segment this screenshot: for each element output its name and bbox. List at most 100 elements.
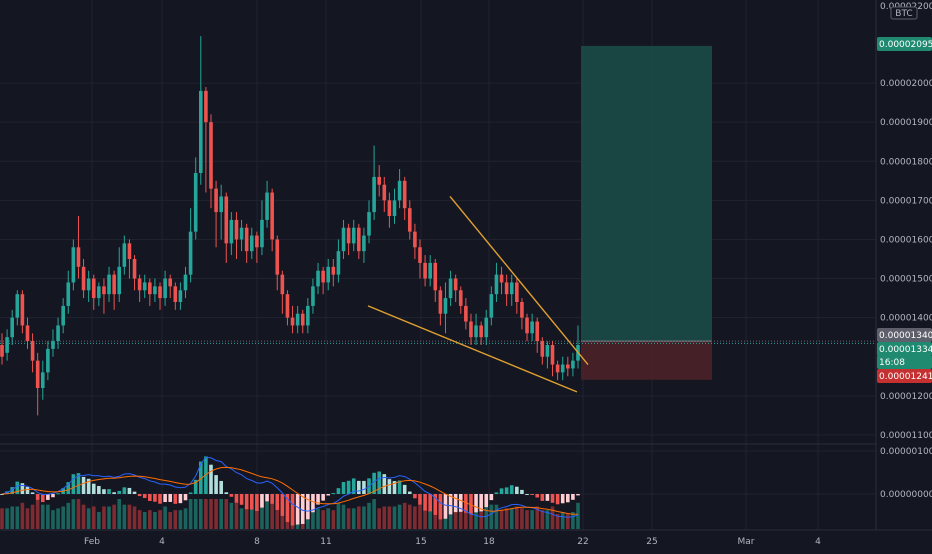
macd-histogram-bar <box>193 479 198 494</box>
volume-bar <box>479 512 483 529</box>
macd-histogram-bar <box>515 486 519 494</box>
candle-body <box>550 345 555 365</box>
volume-bar <box>453 510 458 529</box>
macd-histogram-bar <box>407 491 412 494</box>
candle-body <box>46 348 50 373</box>
time-axis[interactable]: Feb 4 8 11 15 18 22 25 Mar 4 <box>84 537 821 547</box>
macd-histogram-bar <box>489 494 494 501</box>
candle-body <box>255 235 259 248</box>
macd-histogram-bar <box>458 494 463 512</box>
candle-body <box>137 278 142 291</box>
macd-histogram-bar <box>0 494 4 495</box>
volume-bar <box>520 508 524 529</box>
grid-lines <box>0 0 876 530</box>
volume-bar <box>163 506 167 529</box>
macd-histogram-bar <box>428 494 432 512</box>
macd-histogram-bar <box>30 492 35 494</box>
volume-bar <box>448 506 453 529</box>
candle-body <box>443 298 448 314</box>
candle-body <box>418 247 422 263</box>
macd-line <box>1 456 579 518</box>
macd-histogram-bar <box>10 487 14 494</box>
volume-bar <box>40 504 45 529</box>
macd-histogram-bar <box>86 478 91 494</box>
macd-histogram-bar <box>127 487 132 494</box>
candle-body <box>509 282 514 295</box>
macd-histogram-bar <box>397 480 402 494</box>
volume-bar <box>504 508 509 529</box>
price-tag-label: 16:08 <box>879 358 905 368</box>
macd-histogram-bar <box>224 492 229 494</box>
macd-histogram-bar <box>260 494 264 508</box>
macd-histogram-bar <box>280 494 285 516</box>
macd-histogram-bar <box>464 494 468 513</box>
trendlines[interactable] <box>367 196 589 393</box>
volume-bar <box>30 504 35 529</box>
candle-body <box>494 274 499 295</box>
macd-histogram-bar <box>249 494 254 510</box>
candle-body <box>555 364 560 373</box>
macd-histogram-bar <box>469 494 473 515</box>
volume-bar <box>239 508 244 529</box>
price-tick-label: 0.00001200 <box>880 392 932 402</box>
macd-histogram-bar <box>183 494 188 501</box>
volume-bar <box>576 502 580 529</box>
macd-histogram-bar <box>509 485 514 494</box>
macd-histogram-bar <box>413 494 417 499</box>
candle-body <box>311 286 315 306</box>
candle-body <box>158 286 162 299</box>
price-tag <box>877 342 932 356</box>
volume-bar <box>249 508 254 529</box>
volume-bar <box>25 508 30 529</box>
candle-body <box>397 180 402 201</box>
candle-body <box>30 341 35 361</box>
macd-histogram-bar <box>117 490 122 494</box>
macd-histogram-bar <box>20 483 25 494</box>
macd-histogram-bar <box>35 494 40 500</box>
price-tags: 0.00002095 0.00001340 0.00001334 16:08 0.000… <box>877 37 932 383</box>
candle-body <box>402 180 407 209</box>
volume-bar <box>81 504 86 529</box>
volume-bar <box>346 508 351 529</box>
time-tick-label: 8 <box>254 537 260 547</box>
macd-histogram-bar <box>290 494 295 526</box>
candle-body <box>178 290 183 302</box>
candle-body <box>239 227 244 240</box>
macd-histogram-bar <box>372 472 376 494</box>
candle-body <box>300 313 305 326</box>
volume-bar <box>198 499 203 529</box>
macd-histogram-bar <box>173 494 178 504</box>
candle-body <box>372 176 376 213</box>
time-tick-label: Mar <box>738 537 755 547</box>
volume-bar <box>265 501 269 529</box>
candle-body <box>148 282 152 295</box>
macd-histogram-bar <box>137 494 142 497</box>
volume-bar <box>382 506 387 529</box>
volume-bar <box>566 513 570 529</box>
macd-histogram-bar <box>122 487 127 494</box>
candle-body <box>132 259 137 279</box>
price-tick-label: 0.00001900 <box>880 118 932 128</box>
volume-bar <box>5 508 9 529</box>
volume-bar <box>137 510 142 529</box>
candle-body <box>458 290 463 306</box>
candle-body <box>71 247 76 283</box>
macd-histogram-bar <box>198 461 203 494</box>
candle-body <box>280 274 285 295</box>
candle-body <box>448 278 453 299</box>
macd-histogram-bar <box>51 494 55 498</box>
candle-body <box>357 227 361 252</box>
volume-bar <box>66 502 71 529</box>
volume-bar <box>148 510 152 529</box>
candle-body <box>285 294 290 318</box>
candle-body <box>520 302 524 318</box>
time-tick-label: 4 <box>159 537 165 547</box>
macd-histogram-bar <box>76 473 81 494</box>
candle-body <box>270 192 274 240</box>
candle-body <box>413 231 417 248</box>
price-tag-label: 0.00001334 <box>879 345 932 355</box>
candle-body <box>91 278 96 299</box>
volume-bar <box>351 508 356 529</box>
